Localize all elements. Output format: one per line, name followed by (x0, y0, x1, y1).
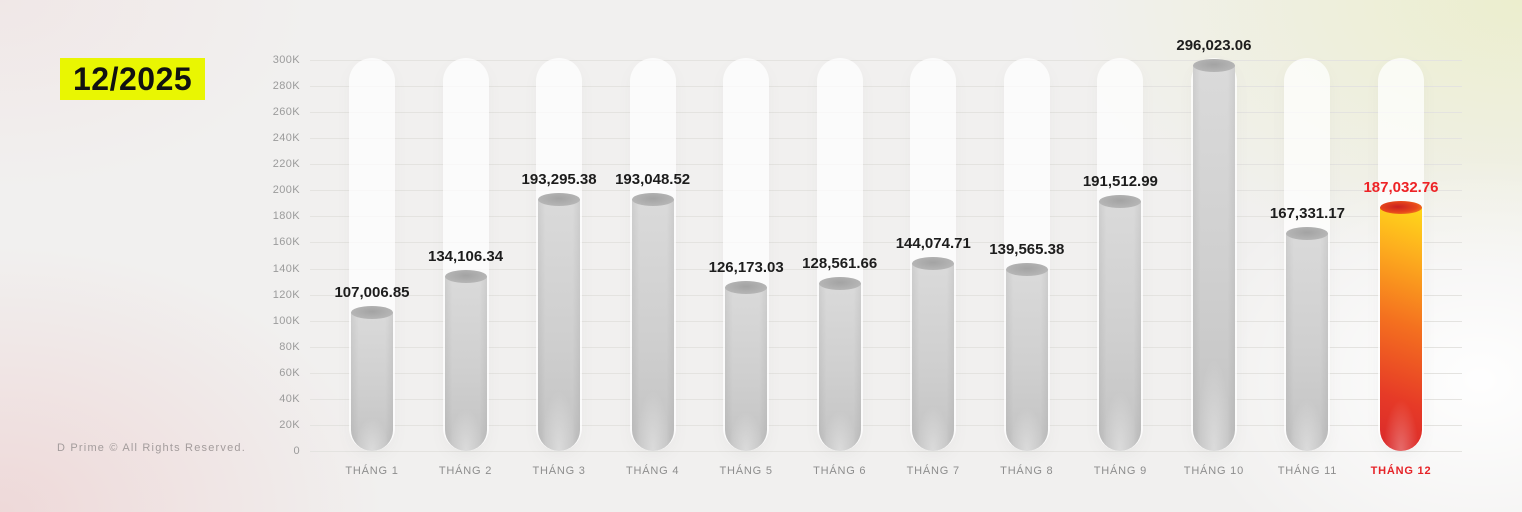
gridline (310, 86, 1462, 88)
bar-top-ellipse (1005, 263, 1048, 277)
bar-tháng-5 (725, 286, 768, 451)
bar-value-label: 144,074.71 (895, 235, 971, 253)
bar-top-ellipse (631, 193, 674, 207)
y-tick-label: 20K (279, 418, 300, 431)
bar-tháng-4 (631, 199, 674, 451)
gridline (310, 451, 1462, 452)
bar-value-label: 107,006.85 (334, 283, 410, 301)
bar-value-label: 139,565.38 (989, 241, 1065, 259)
gridline (310, 60, 1462, 61)
bar-tháng-12 (1380, 207, 1422, 451)
bar-tháng-6 (818, 283, 861, 451)
y-tick-label: 220K (272, 158, 300, 171)
x-axis-label: THÁNG 7 (906, 465, 960, 477)
bar-tháng-7 (912, 263, 955, 451)
copyright-text: D Prime © All Rights Reserved. (57, 442, 246, 454)
bar-tháng-3 (538, 199, 581, 451)
x-axis-label: THÁNG 11 (1277, 465, 1338, 477)
bar-tháng-2 (444, 276, 487, 451)
x-axis-label: THÁNG 8 (1000, 465, 1054, 477)
bar-value-label: 167,331.17 (1269, 204, 1345, 222)
bar-value-label: 193,048.52 (615, 171, 691, 189)
gridline (310, 164, 1462, 166)
y-tick-label: 180K (272, 210, 300, 223)
y-tick-label: 0 (293, 445, 300, 457)
bar-value-label: 134,106.34 (427, 248, 504, 266)
bar-value-label: 128,561.66 (802, 255, 878, 273)
gridline (310, 190, 1462, 192)
bar-top-ellipse (1192, 59, 1235, 73)
bar-top-ellipse (912, 257, 955, 271)
bar-tháng-8 (1005, 269, 1048, 451)
bar-value-label: 187,032.76 (1363, 179, 1439, 197)
plot-area: 107,006.85 THÁNG 1 134,106.34 THÁNG 2 193,29… (310, 37, 1462, 477)
x-axis-label: THÁNG 6 (813, 465, 867, 477)
gridline (310, 320, 1462, 322)
gridline (310, 346, 1462, 348)
gridline (310, 216, 1462, 218)
y-tick-label: 40K (279, 392, 300, 405)
bar-tháng-9 (1099, 201, 1142, 451)
gridline (310, 398, 1462, 400)
x-axis-label: THÁNG 12 (1370, 465, 1432, 477)
bar-value-label: 296,023.06 (1176, 37, 1252, 55)
x-axis-label: THÁNG 2 (438, 465, 493, 477)
bar-value-label: 193,295.38 (521, 171, 597, 189)
bar-top-ellipse (1286, 226, 1329, 240)
y-tick-label: 140K (272, 262, 300, 275)
period-badge: 12/2025 (60, 58, 206, 100)
x-axis-label: THÁNG 5 (719, 465, 773, 477)
y-tick-label: 260K (272, 106, 300, 119)
y-tick-label: 120K (272, 288, 300, 301)
y-tick-label: 240K (272, 132, 300, 145)
bar-value-label: 191,512.99 (1082, 173, 1158, 191)
y-tick-label: 160K (272, 236, 300, 249)
bar-top-ellipse (351, 305, 393, 319)
x-axis-label: THÁNG 1 (345, 465, 399, 477)
y-tick-label: 60K (279, 366, 300, 379)
bar-top-ellipse (1099, 195, 1142, 209)
bar-tháng-1 (351, 311, 393, 451)
y-tick-label: 200K (272, 184, 300, 197)
bar-tháng-11 (1286, 232, 1329, 451)
gridline (310, 268, 1462, 270)
bar-top-ellipse (818, 277, 861, 291)
bar-tháng-10 (1192, 65, 1235, 451)
gridline (310, 424, 1462, 426)
gridline (310, 372, 1462, 374)
x-axis-label: THÁNG 3 (532, 465, 586, 477)
y-tick-label: 80K (279, 340, 300, 353)
gridline (310, 242, 1462, 244)
bar-value-label: 126,173.03 (708, 258, 784, 276)
bar-top-ellipse (538, 193, 581, 207)
gridline (310, 138, 1462, 140)
x-axis-label: THÁNG 10 (1183, 465, 1244, 477)
bar-top-ellipse (725, 280, 768, 294)
y-tick-label: 280K (272, 80, 300, 93)
x-axis-label: THÁNG 4 (625, 465, 680, 477)
y-tick-label: 300K (272, 54, 300, 66)
gridline (310, 112, 1462, 114)
bar-top-ellipse (1380, 201, 1422, 215)
bar-top-ellipse (444, 270, 487, 284)
y-tick-label: 100K (272, 314, 300, 327)
x-axis-label: THÁNG 9 (1093, 465, 1147, 477)
gridline (310, 294, 1462, 296)
